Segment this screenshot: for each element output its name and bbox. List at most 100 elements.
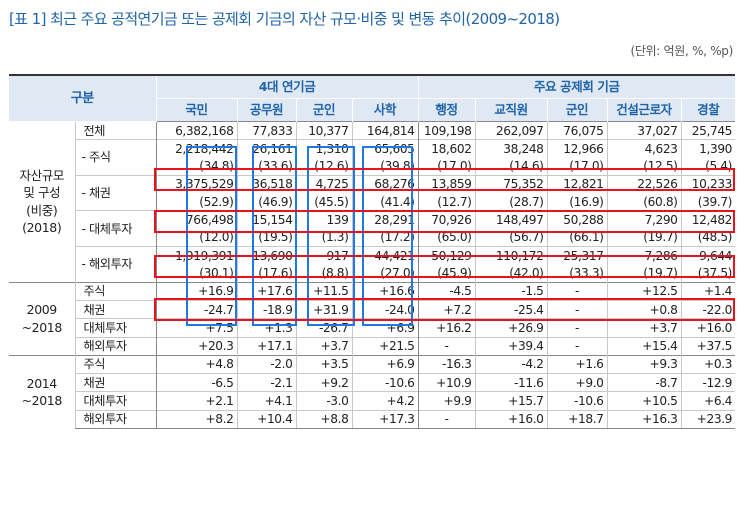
value-cell: 77,833 bbox=[236, 120, 296, 140]
value-cell: +3.5 bbox=[295, 354, 352, 374]
table-row: 대체투자 +7.5 +1.3 -26.7 +6.9 +16.2 +26.9- +3.7 +16.… bbox=[9, 318, 736, 338]
value-cell: -24.7 bbox=[155, 299, 237, 319]
value-cell: (16.9) bbox=[546, 193, 608, 211]
value-cell: (12.7) bbox=[417, 193, 476, 211]
col-header: 경찰 bbox=[680, 98, 736, 122]
col-header: 교직원 bbox=[474, 98, 548, 122]
value-cell: -12.9 bbox=[680, 373, 736, 392]
table-row: 채권 -6.5 -2.1 +9.2 -10.6 +10.9 -11.6 +9.0 -8.7 -12… bbox=[9, 373, 736, 392]
value-cell: (65.0) bbox=[417, 228, 476, 247]
value-cell: +9.2 bbox=[295, 373, 352, 392]
value-cell: +8.8 bbox=[295, 409, 352, 430]
value-cell: -22.0 bbox=[680, 299, 736, 319]
row-label: 해외투자 bbox=[74, 336, 156, 356]
value-cell: +9.0 bbox=[546, 373, 608, 392]
col-header: 행정 bbox=[417, 98, 476, 122]
value-cell: 75,352 bbox=[474, 174, 548, 194]
col-header: 사학 bbox=[351, 98, 419, 122]
value-cell: - bbox=[417, 336, 476, 356]
value-cell: (39.7) bbox=[680, 193, 736, 211]
value-cell: +11.5 bbox=[295, 281, 352, 301]
row-group-label: 2014 ~2018 bbox=[9, 354, 75, 429]
table-row: 2009 ~2018 주식 +16.9 +17.6 +11.5 +16.6 -4.5 -1.5… bbox=[9, 281, 736, 356]
value-cell: 109,198 bbox=[417, 120, 476, 140]
value-cell: +17.3 bbox=[351, 409, 419, 430]
value-cell: (17.2) bbox=[351, 228, 419, 247]
value-cell: -10.6 bbox=[351, 373, 419, 392]
value-cell: +20.3 bbox=[155, 336, 237, 356]
value-cell: +4.1 bbox=[236, 391, 296, 411]
value-cell: 6,382,168 bbox=[155, 120, 237, 140]
table-row: 대체투자 +2.1 +4.1 -3.0 +4.2 +9.9 +15.7 -10.6 +10.5 +… bbox=[9, 391, 736, 411]
value-cell: (56.7) bbox=[474, 228, 548, 247]
unit-note: (단위: 억원, %, %p) bbox=[630, 44, 733, 58]
col-header: 군인 bbox=[295, 98, 352, 122]
value-cell: 10,377 bbox=[295, 120, 352, 140]
value-cell: 7,290 bbox=[606, 210, 682, 229]
value-cell: +10.4 bbox=[236, 409, 296, 430]
header-group-mutual-aid: 주요 공제회 기금 bbox=[417, 75, 736, 99]
value-cell: 68,276 bbox=[351, 174, 419, 194]
table-row: 자산규모 및 구성 (비중) (2018) 전체 6,382,168 77,833 10… bbox=[9, 120, 736, 283]
value-cell: 10,233 bbox=[680, 174, 736, 194]
value-cell: -10.6 bbox=[546, 391, 608, 411]
value-cell: 262,097 bbox=[474, 120, 548, 140]
value-cell: (41.4) bbox=[351, 193, 419, 211]
row-label: - 해외투자 bbox=[74, 246, 156, 283]
value-cell: 18,602 bbox=[417, 139, 476, 158]
value-cell: +10.9 bbox=[417, 373, 476, 392]
value-cell: 76,075 bbox=[546, 120, 608, 140]
highlight-box-red bbox=[154, 168, 735, 191]
value-cell: - bbox=[546, 281, 608, 301]
value-cell: +4.8 bbox=[155, 354, 237, 374]
value-cell: +6.9 bbox=[351, 354, 419, 374]
value-cell: -16.3 bbox=[417, 354, 476, 374]
value-cell: - bbox=[417, 409, 476, 430]
value-cell: -3.0 bbox=[295, 391, 352, 411]
value-cell: +21.5 bbox=[351, 336, 419, 356]
highlight-box-blue bbox=[307, 146, 355, 326]
value-cell: +15.4 bbox=[606, 336, 682, 356]
value-cell: 1,310 bbox=[295, 139, 352, 158]
value-cell: 4,725 bbox=[295, 174, 352, 194]
value-cell: (14.6) bbox=[474, 157, 548, 176]
value-cell: (19.7) bbox=[606, 228, 682, 247]
table-row: - 대체투자 766,498 15,154 139 28,291 70,926 148,49… bbox=[9, 210, 736, 247]
value-cell: 26,161 bbox=[236, 139, 296, 158]
value-cell: -4.2 bbox=[474, 354, 548, 374]
value-cell: 65,605 bbox=[351, 139, 419, 158]
value-cell: - bbox=[546, 299, 608, 319]
value-cell: +7.2 bbox=[417, 299, 476, 319]
value-cell: 25,745 bbox=[680, 120, 736, 140]
value-cell: -25.4 bbox=[474, 299, 548, 319]
col-header: 군인 bbox=[546, 98, 608, 122]
value-cell: +12.5 bbox=[606, 281, 682, 301]
value-cell: 3,375,529 bbox=[155, 174, 237, 194]
value-cell: (52.9) bbox=[155, 193, 237, 211]
highlight-box-blue bbox=[252, 146, 297, 326]
row-label: - 채권 bbox=[74, 174, 156, 211]
value-cell: +4.2 bbox=[351, 391, 419, 411]
value-cell: 164,814 bbox=[351, 120, 419, 140]
value-cell: 2,218,442 bbox=[155, 139, 237, 158]
value-cell: +16.6 bbox=[351, 281, 419, 301]
value-cell: -2.1 bbox=[236, 373, 296, 392]
value-cell: -18.9 bbox=[236, 299, 296, 319]
highlight-box-red bbox=[154, 210, 735, 233]
value-cell: +39.4 bbox=[474, 336, 548, 356]
header-gubun: 구분 bbox=[9, 75, 156, 122]
value-cell: +3.7 bbox=[606, 318, 682, 338]
header-group-pension: 4대 연기금 bbox=[155, 75, 419, 99]
value-cell: +31.9 bbox=[295, 299, 352, 319]
value-cell: +17.6 bbox=[236, 281, 296, 301]
value-cell: +3.7 bbox=[295, 336, 352, 356]
value-cell: +17.1 bbox=[236, 336, 296, 356]
highlight-box-blue bbox=[186, 146, 237, 326]
value-cell: 22,526 bbox=[606, 174, 682, 194]
value-cell: (60.8) bbox=[606, 193, 682, 211]
value-cell: +2.1 bbox=[155, 391, 237, 411]
value-cell: -8.7 bbox=[606, 373, 682, 392]
value-cell: +0.3 bbox=[680, 354, 736, 374]
table-row: - 주식 2,218,442 26,161 1,310 65,605 18,602 38,2… bbox=[9, 139, 736, 176]
value-cell: +16.2 bbox=[417, 318, 476, 338]
